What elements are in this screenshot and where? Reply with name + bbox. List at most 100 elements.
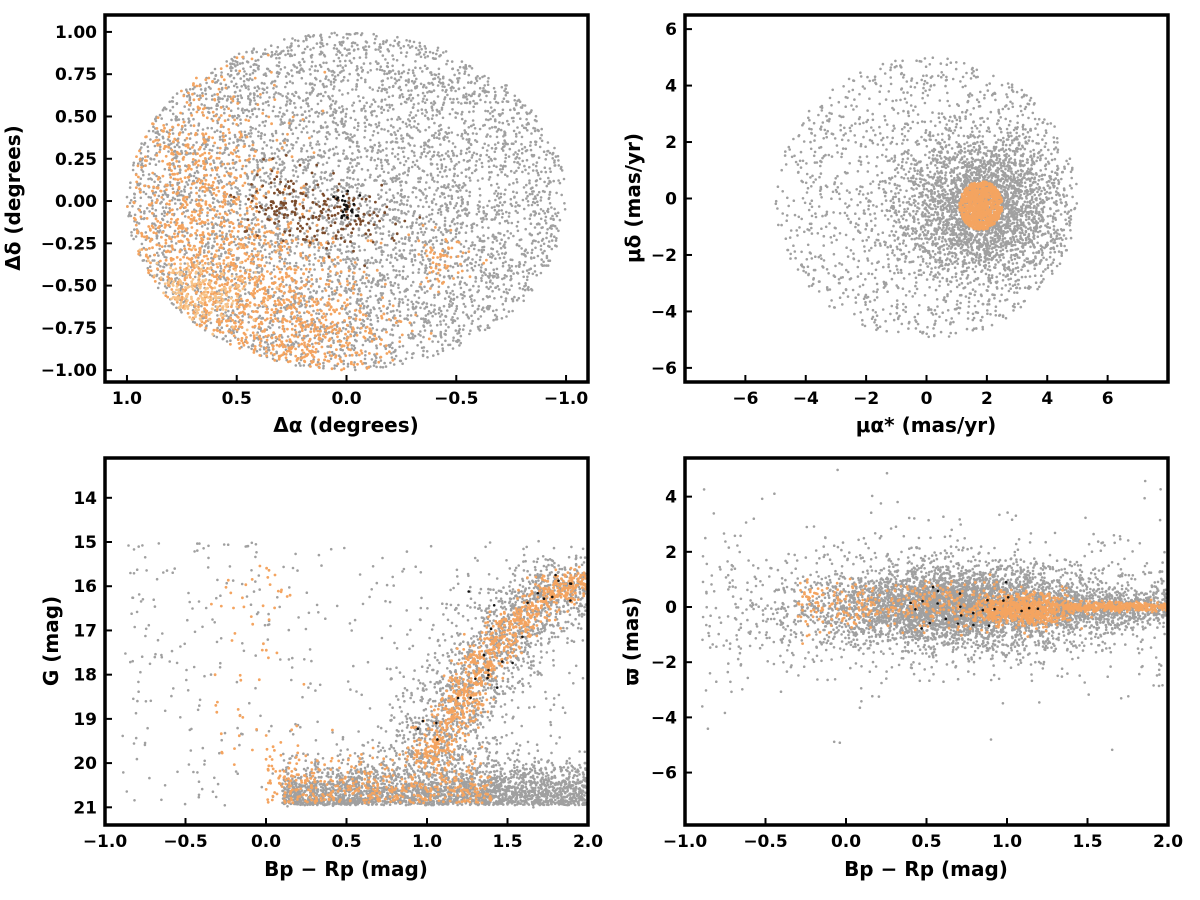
- field-star: [306, 131, 309, 134]
- field-star: [504, 160, 507, 163]
- field-star: [533, 256, 536, 259]
- field-star: [487, 227, 490, 230]
- field-star: [487, 253, 490, 256]
- field-star: [373, 159, 376, 162]
- panel-sky: 1.0 0.5 0.0 −0.5 −1.01.000.750.500.250.00−0.…: [1, 15, 588, 437]
- field-star: [474, 265, 477, 268]
- field-star: [185, 181, 188, 184]
- field-star: [142, 191, 145, 194]
- field-star: [385, 41, 388, 44]
- field-star: [407, 72, 410, 75]
- field-star: [428, 214, 431, 217]
- field-star: [375, 123, 378, 126]
- field-star: [458, 344, 461, 347]
- field-star: [191, 199, 194, 202]
- field-star: [351, 344, 354, 347]
- field-star: [347, 234, 350, 237]
- field-star: [399, 315, 402, 318]
- field-star: [516, 126, 519, 129]
- field-star: [312, 175, 315, 178]
- field-star: [156, 252, 159, 255]
- field-star: [286, 144, 289, 147]
- field-star: [412, 281, 415, 284]
- field-star: [152, 130, 155, 133]
- field-star: [229, 137, 232, 140]
- field-star: [342, 258, 345, 261]
- field-star: [296, 114, 299, 117]
- field-star: [422, 350, 425, 353]
- field-star: [317, 140, 320, 143]
- field-star: [355, 88, 358, 91]
- field-star: [284, 66, 287, 69]
- field-star: [274, 185, 277, 188]
- field-star: [394, 282, 397, 285]
- field-star: [297, 175, 300, 178]
- field-star: [455, 233, 458, 236]
- field-star: [183, 245, 186, 248]
- field-star: [345, 251, 348, 254]
- field-star: [456, 112, 459, 115]
- field-star: [490, 171, 493, 174]
- field-star: [439, 315, 442, 318]
- field-star: [270, 146, 273, 149]
- field-star: [333, 60, 336, 63]
- field-star: [477, 285, 480, 288]
- field-star: [307, 163, 310, 166]
- field-star: [353, 267, 356, 270]
- field-star: [216, 199, 219, 202]
- field-star: [510, 170, 513, 173]
- field-star: [218, 249, 221, 252]
- field-star: [394, 39, 397, 42]
- field-star: [175, 242, 178, 245]
- field-star: [388, 300, 391, 303]
- field-star: [291, 147, 294, 150]
- field-star: [406, 351, 409, 354]
- field-star: [391, 328, 394, 331]
- field-star: [260, 55, 263, 58]
- field-star: [155, 228, 158, 231]
- field-star: [364, 130, 367, 133]
- field-star: [381, 164, 384, 167]
- field-star: [145, 193, 148, 196]
- field-star: [421, 112, 424, 115]
- field-star: [479, 87, 482, 90]
- field-star: [424, 129, 427, 132]
- field-star: [488, 200, 491, 203]
- field-star: [264, 120, 267, 123]
- field-star: [552, 218, 555, 221]
- field-star: [230, 80, 233, 83]
- field-star: [391, 152, 394, 155]
- field-star: [389, 219, 392, 222]
- field-star: [471, 67, 474, 70]
- field-star: [511, 222, 514, 225]
- field-star: [417, 94, 420, 97]
- field-star: [503, 308, 506, 311]
- field-star: [237, 107, 240, 110]
- field-star: [203, 104, 206, 107]
- field-star: [298, 124, 301, 127]
- field-star: [321, 290, 324, 293]
- field-star: [547, 141, 550, 144]
- field-star: [325, 75, 328, 78]
- field-star: [390, 76, 393, 79]
- field-star: [340, 234, 343, 237]
- field-star: [319, 176, 322, 179]
- field-star: [307, 105, 310, 108]
- field-star: [370, 286, 373, 289]
- field-star: [166, 221, 169, 224]
- field-star: [473, 152, 476, 155]
- field-star: [450, 160, 453, 163]
- field-star: [424, 101, 427, 104]
- field-star: [341, 93, 344, 96]
- field-star: [436, 163, 439, 166]
- field-star: [535, 165, 538, 168]
- field-star: [489, 176, 492, 179]
- field-star: [448, 295, 451, 298]
- field-star: [349, 354, 352, 357]
- field-star: [357, 95, 360, 98]
- field-star: [327, 233, 330, 236]
- field-star: [500, 193, 503, 196]
- field-star: [407, 308, 410, 311]
- field-star: [379, 366, 382, 369]
- field-star: [445, 152, 448, 155]
